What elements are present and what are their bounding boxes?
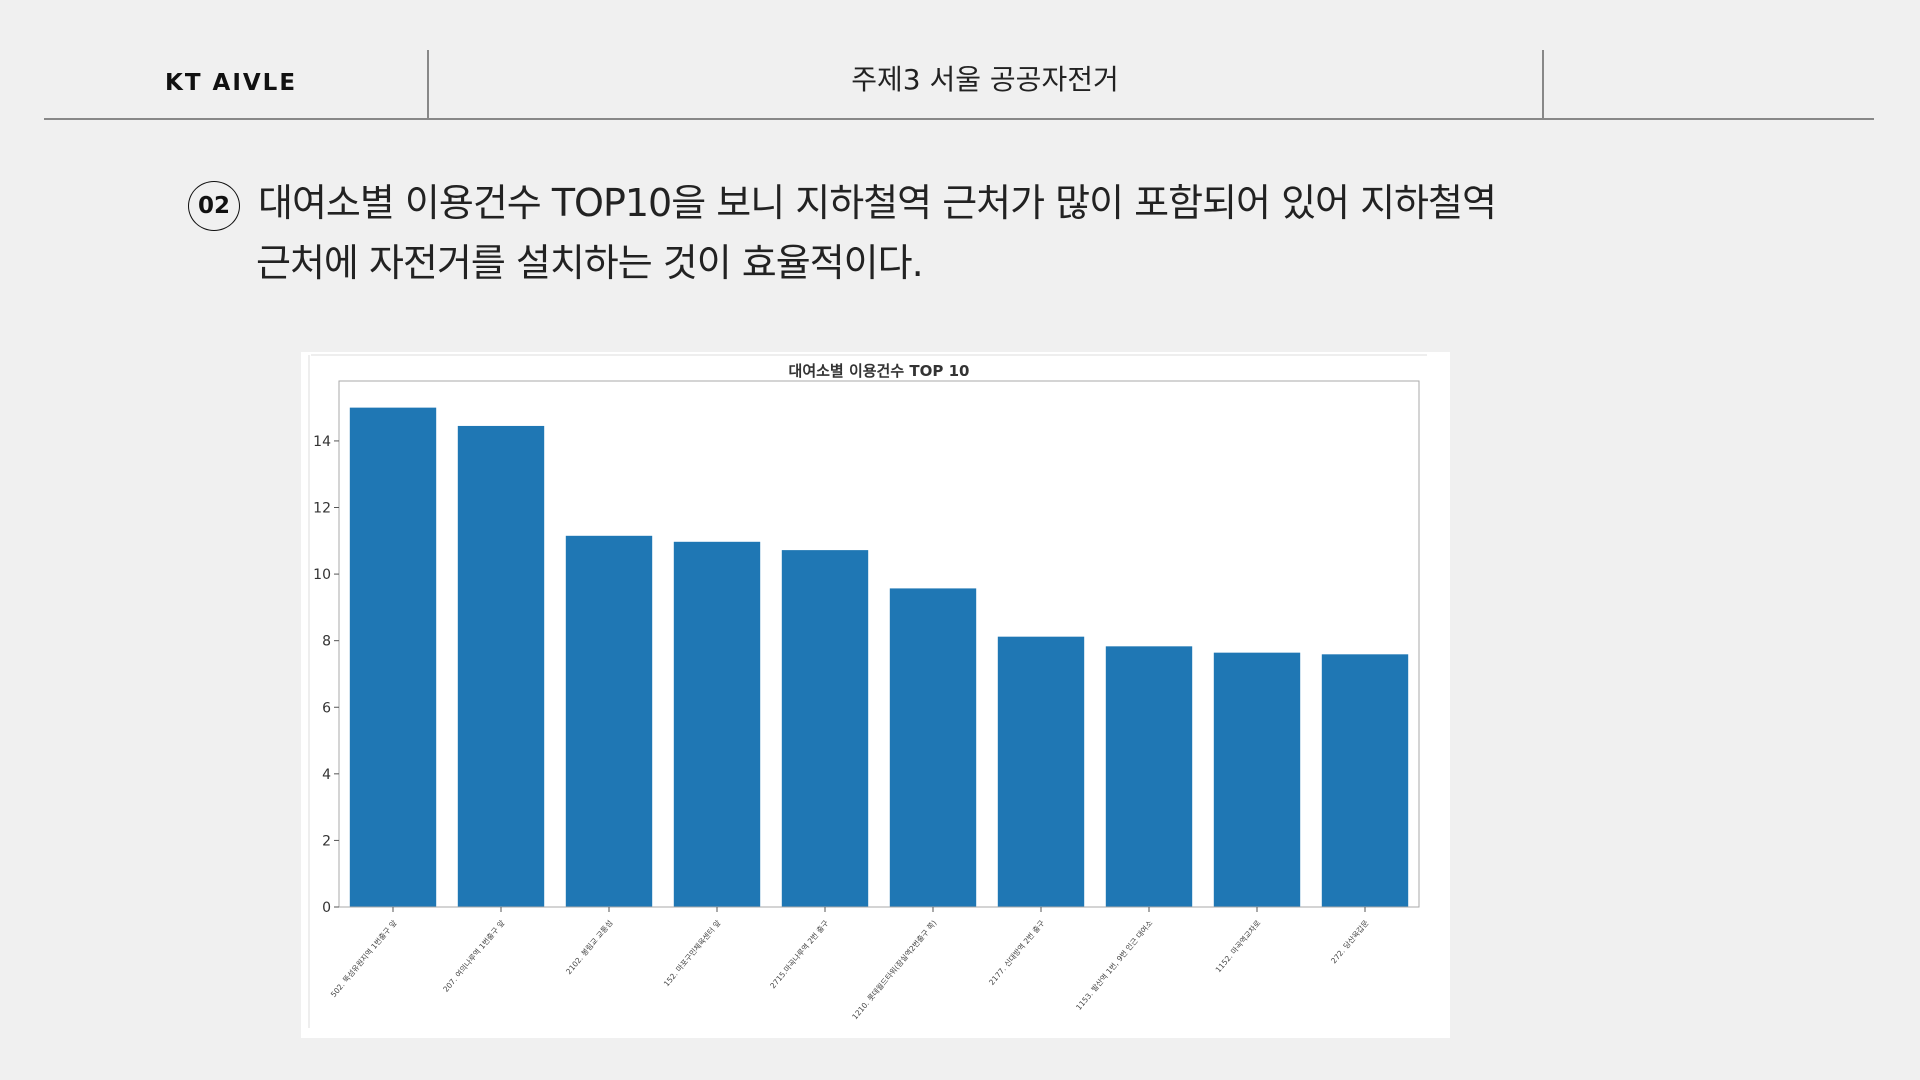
plot-frame [338, 380, 1420, 908]
bar [781, 550, 869, 907]
item-number-badge: 02 [188, 181, 240, 231]
y-tick-label: 0 [322, 900, 331, 916]
header-divider-right [1542, 50, 1544, 119]
header-divider-left [427, 50, 429, 119]
y-tick-label: 14 [313, 434, 331, 450]
y-tick-label: 2 [322, 833, 331, 849]
x-tick-label: 1153. 발산역 1번, 9번 인근 대여소 [1073, 918, 1154, 1012]
slide-topic: 주제3 서울 공공자전거 [851, 63, 1119, 96]
bar [1213, 652, 1301, 907]
x-tick-label: 207. 여의나루역 1번출구 앞 [441, 918, 507, 994]
bar [997, 636, 1085, 907]
bar [1105, 646, 1193, 907]
statement-line-1: 대여소별 이용건수 TOP10을 보니 지하철역 근처가 많이 포함되어 있어 … [258, 181, 1497, 225]
x-tick-label: 502. 뚝섬유원지역 1번출구 앞 [328, 918, 398, 999]
x-tick-label: 272. 당산육갑문 [1328, 918, 1370, 966]
x-tick-label: 152. 마포구민체육센터 앞 [661, 918, 722, 989]
chart-title: 대여소별 이용건수 TOP 10 [789, 362, 970, 380]
y-tick-label: 12 [313, 501, 331, 517]
y-tick-label: 10 [313, 567, 331, 583]
x-tick-label: 2177. 신대방역 2번 출구 [986, 918, 1046, 987]
bar [1321, 654, 1409, 907]
statement-text: 대여소별 이용건수 TOP10을 보니 지하철역 근처가 많이 포함되어 있어 … [256, 173, 1558, 293]
bar [565, 535, 653, 907]
x-tick-label: 1152. 마곡역교차로 [1213, 918, 1263, 974]
y-tick-label: 8 [322, 634, 331, 650]
bar [457, 425, 545, 907]
x-tick-label: 2102. 봉림교 교통섬 [563, 918, 614, 976]
statement-line-2: 근처에 자전거를 설치하는 것이 효율적이다. [256, 241, 924, 285]
x-tick-label: 2715.마곡나루역 2번 출구 [767, 918, 830, 991]
x-tick-label: 1210. 롯데월드타워(잠실역2번출구 쪽) [850, 918, 939, 1021]
brand-label: KT AIVLE [165, 70, 298, 96]
bar-chart-svg: 대여소별 이용건수 TOP 10 0 2 4 6 8 10 12 14 502. 뚝섬유원지역 1… [308, 354, 1427, 1028]
bar [673, 541, 761, 907]
header-rule [44, 118, 1874, 120]
y-tick-label: 6 [322, 700, 331, 716]
bar [889, 588, 977, 907]
bar [349, 407, 437, 907]
y-tick-label: 4 [322, 767, 331, 783]
bar-chart: 대여소별 이용건수 TOP 10 0 2 4 6 8 10 12 14 502. 뚝섬유원지역 1… [301, 352, 1450, 1038]
